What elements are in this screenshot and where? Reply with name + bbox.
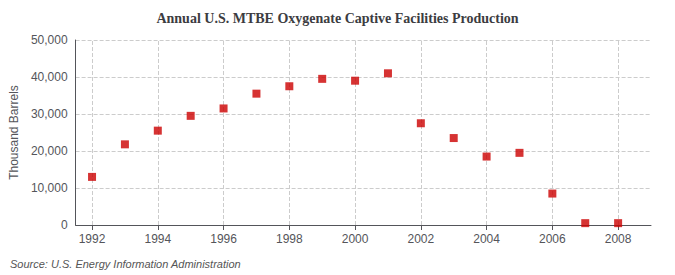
svg-text:40,000: 40,000	[31, 70, 68, 84]
svg-text:0: 0	[61, 218, 68, 232]
svg-text:1994: 1994	[144, 232, 171, 246]
svg-text:2000: 2000	[342, 232, 369, 246]
svg-text:2008: 2008	[605, 232, 632, 246]
svg-text:Thousand Barrels: Thousand Barrels	[7, 85, 21, 180]
svg-text:1998: 1998	[276, 232, 303, 246]
svg-text:50,000: 50,000	[31, 33, 68, 47]
svg-text:2006: 2006	[539, 232, 566, 246]
svg-text:10,000: 10,000	[31, 181, 68, 195]
svg-text:Source: U.S. Energy Informatio: Source: U.S. Energy Information Administ…	[10, 258, 241, 270]
svg-text:20,000: 20,000	[31, 144, 68, 158]
svg-text:Annual U.S. MTBE Oxygenate Cap: Annual U.S. MTBE Oxygenate Captive Facil…	[156, 11, 518, 26]
svg-text:2002: 2002	[407, 232, 434, 246]
svg-text:1992: 1992	[79, 232, 106, 246]
svg-text:2004: 2004	[473, 232, 500, 246]
svg-text:30,000: 30,000	[31, 107, 68, 121]
svg-text:1996: 1996	[210, 232, 237, 246]
